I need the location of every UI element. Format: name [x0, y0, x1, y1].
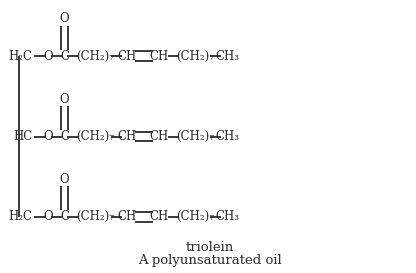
Text: O: O: [43, 130, 53, 143]
Text: CH: CH: [149, 50, 168, 63]
Text: O: O: [43, 210, 53, 223]
Text: A polyunsaturated oil: A polyunsaturated oil: [138, 254, 281, 266]
Text: CH₃: CH₃: [216, 50, 240, 63]
Text: H₂C: H₂C: [8, 50, 32, 63]
Text: (CH₂)₇: (CH₂)₇: [176, 210, 214, 223]
Text: C: C: [60, 50, 69, 63]
Text: CH: CH: [149, 210, 168, 223]
Text: (CH₂)₇: (CH₂)₇: [76, 50, 114, 63]
Text: (CH₂)₇: (CH₂)₇: [76, 210, 114, 223]
Text: O: O: [43, 50, 53, 63]
Text: O: O: [59, 93, 69, 106]
Text: CH₃: CH₃: [216, 130, 240, 143]
Text: (CH₂)₇: (CH₂)₇: [176, 130, 214, 143]
Text: (CH₂)₇: (CH₂)₇: [76, 130, 114, 143]
Text: C: C: [60, 210, 69, 223]
Text: CH₃: CH₃: [216, 210, 240, 223]
Text: CH: CH: [118, 210, 137, 223]
Text: O: O: [59, 12, 69, 25]
Text: HC: HC: [13, 130, 32, 143]
Text: CH: CH: [149, 130, 168, 143]
Text: CH: CH: [118, 130, 137, 143]
Text: H₂C: H₂C: [8, 210, 32, 223]
Text: C: C: [60, 130, 69, 143]
Text: CH: CH: [118, 50, 137, 63]
Text: triolein: triolein: [186, 241, 234, 254]
Text: (CH₂)₇: (CH₂)₇: [176, 50, 214, 63]
Text: O: O: [59, 173, 69, 186]
